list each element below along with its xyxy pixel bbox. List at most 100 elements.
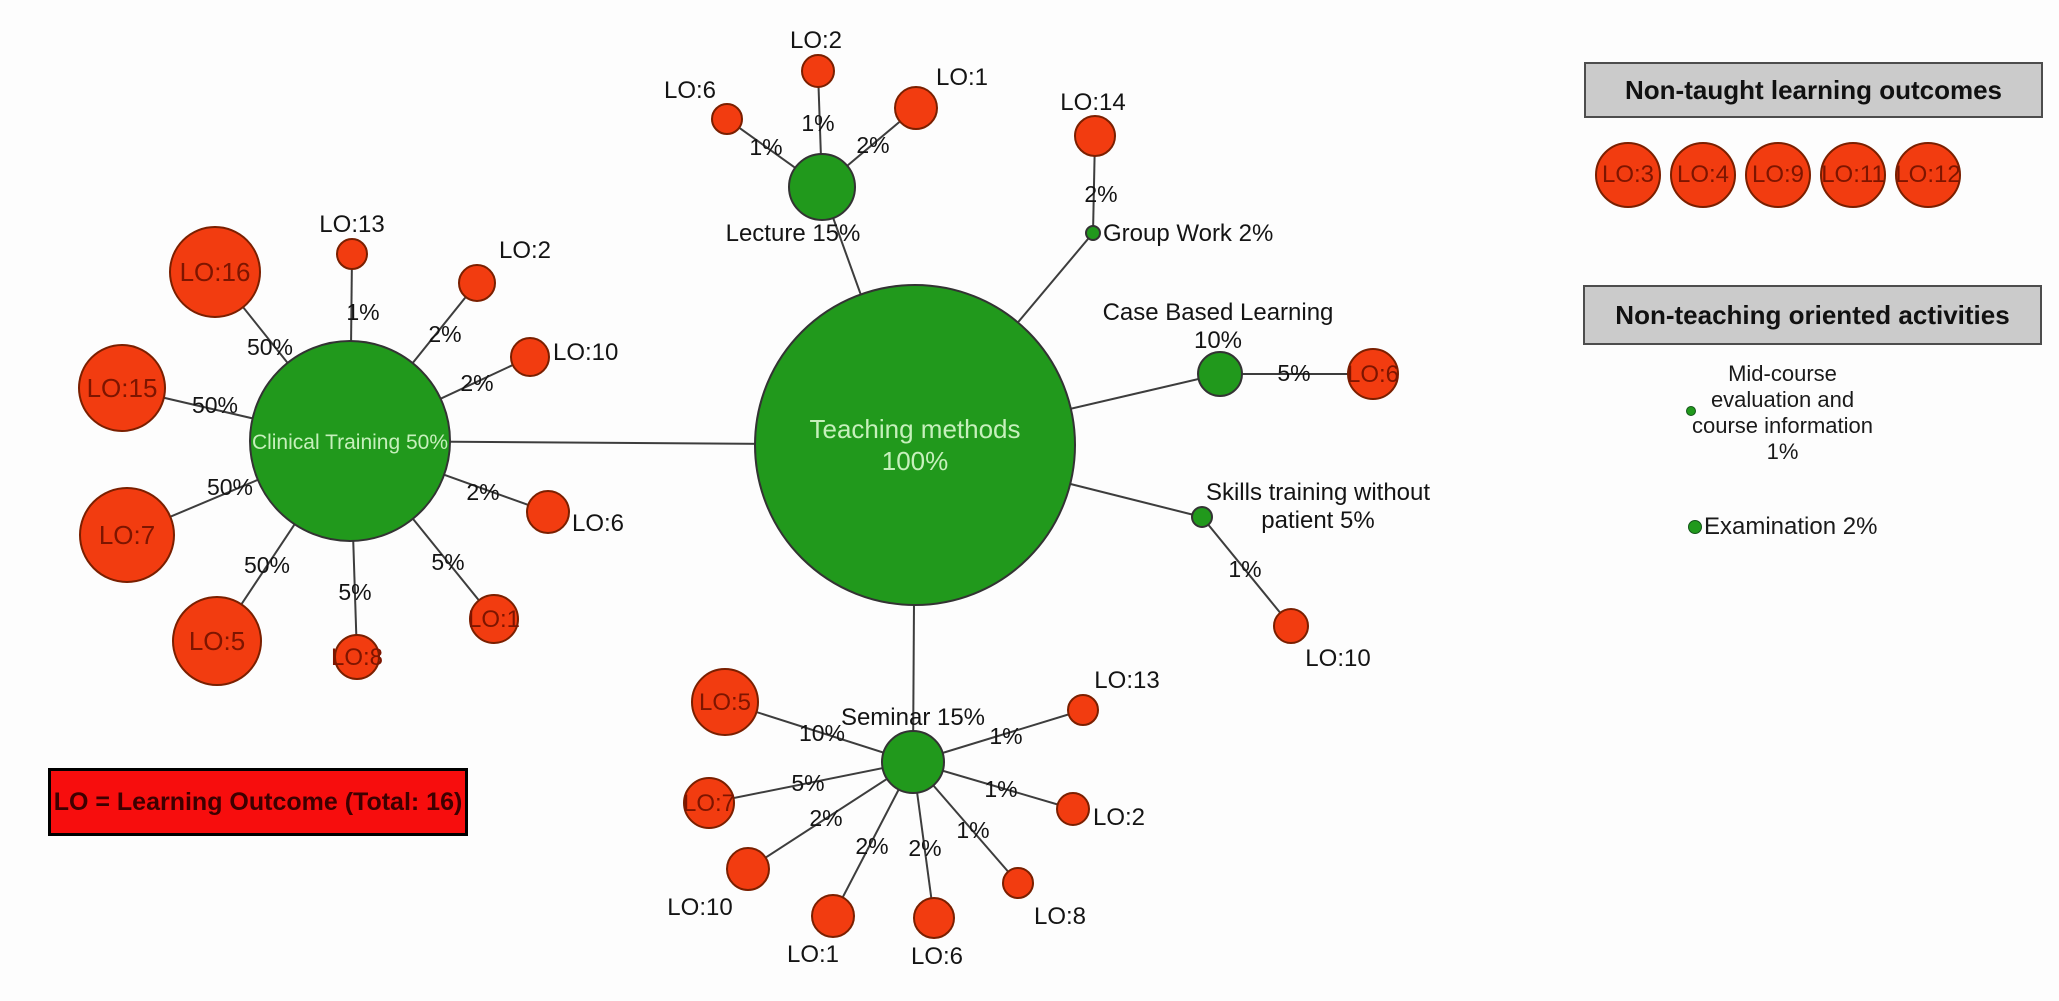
edge-pct-seminar-lo-1: 2% (855, 833, 888, 859)
node-label-skills-training-without-patient: Skills training without patient 5% (1206, 479, 1430, 534)
node-case-based-learning-lo-6 (1347, 348, 1399, 400)
lo-label-group-work-lo-14: LO:14 (1060, 89, 1125, 116)
node-clinical-training-lo-6 (526, 490, 570, 534)
edge-pct-lecture-lo-6: 1% (749, 134, 782, 160)
node-seminar-lo-1 (811, 894, 855, 938)
non-taught-outcomes-list: LO:3 LO:4 LO:9 LO:11 LO:12 (1595, 142, 1961, 208)
midcourse-line-4: 1% (1766, 439, 1799, 464)
non-taught-lo-chip: LO:3 (1595, 142, 1661, 208)
root-label-line: 100% (882, 446, 949, 476)
lo-label-lecture-lo-1: LO:1 (936, 64, 988, 91)
edge-pct-clinical-training-lo-8: 5% (338, 579, 371, 605)
edge-pct-lecture-lo-1: 2% (856, 132, 889, 158)
method-label-line: Clinical Training 50% (252, 431, 448, 454)
node-clinical-training (249, 340, 451, 542)
lo-label-seminar-lo-8: LO:8 (1034, 903, 1086, 930)
lo-label-seminar-lo-10: LO:10 (667, 894, 732, 921)
lo-label-skills-training-without-patient-lo-10: LO:10 (1305, 645, 1370, 672)
edge-pct-clinical-training-lo-16: 50% (247, 334, 293, 360)
edge-pct-seminar-lo-8: 1% (956, 817, 989, 843)
method-label-line: Skills training without (1206, 479, 1430, 506)
method-label-line: patient 5% (1261, 507, 1374, 534)
midcourse-line-3: course information (1692, 413, 1873, 438)
node-label-clinical-training: Clinical Training 50% (252, 431, 448, 454)
node-seminar-lo-6 (913, 897, 955, 939)
method-label-line: Lecture 15% (726, 220, 861, 247)
method-label-line: Seminar 15% (841, 704, 985, 731)
edge-pct-clinical-training-lo-2: 2% (428, 321, 461, 347)
edge-pct-clinical-training-lo-6: 2% (466, 479, 499, 505)
edge-pct-seminar-lo-5: 10% (799, 720, 845, 746)
non-taught-outcomes-title: Non-taught learning outcomes (1625, 74, 2002, 105)
node-seminar-lo-5 (691, 668, 759, 736)
root-label-line: Teaching methods (809, 414, 1020, 444)
examination-label: Examination 2% (1704, 513, 1878, 540)
node-lecture-lo-1 (894, 86, 938, 130)
lo-label-seminar-lo-2: LO:2 (1093, 804, 1145, 831)
node-seminar-lo-7 (683, 777, 735, 829)
node-group-work-lo-14 (1074, 115, 1116, 157)
node-lecture (788, 153, 856, 221)
node-clinical-training-lo-8 (334, 634, 380, 680)
node-label-group-work: Group Work 2% (1103, 220, 1273, 247)
non-taught-lo-chip: LO:11 (1820, 142, 1886, 208)
non-taught-outcomes-header: Non-taught learning outcomes (1584, 62, 2043, 118)
node-clinical-training-lo-13 (336, 238, 368, 270)
examination-dot-icon (1688, 520, 1702, 534)
edge-pct-skills-training-without-patient-lo-10: 1% (1228, 556, 1261, 582)
node-lecture-lo-6 (711, 103, 743, 135)
node-clinical-training-lo-2 (458, 264, 496, 302)
midcourse-line-1: Mid-course (1728, 361, 1837, 386)
midcourse-evaluation-label: Mid-course evaluation and course informa… (1660, 361, 1905, 465)
lo-label-clinical-training-lo-1: LO:1 (468, 606, 520, 633)
node-seminar-lo-13 (1067, 694, 1099, 726)
lo-label-clinical-training-lo-13: LO:13 (319, 211, 384, 238)
node-skills-training-without-patient (1191, 506, 1213, 528)
node-label-case-based-learning: Case Based Learning 10% (1103, 299, 1334, 354)
non-taught-lo-chip: LO:4 (1670, 142, 1736, 208)
non-teaching-activities-title: Non-teaching oriented activities (1615, 299, 2010, 330)
midcourse-evaluation-dot-icon (1686, 406, 1696, 416)
edge-pct-clinical-training-lo-7: 50% (207, 474, 253, 500)
edge-pct-clinical-training-lo-15: 50% (192, 392, 238, 418)
edge-seminar-lo-7 (708, 761, 914, 804)
edge-pct-clinical-training-lo-5: 50% (244, 552, 290, 578)
node-group-work (1085, 225, 1101, 241)
edge-pct-seminar-lo-6: 2% (908, 835, 941, 861)
node-skills-training-without-patient-lo-10 (1273, 608, 1309, 644)
lo-label-seminar-lo-13: LO:13 (1094, 667, 1159, 694)
node-seminar-lo-2 (1056, 792, 1090, 826)
edge-pct-seminar-lo-2: 1% (984, 776, 1017, 802)
edge-pct-lecture-lo-2: 1% (801, 110, 834, 136)
node-clinical-training-lo-5 (172, 596, 262, 686)
method-label-line: Case Based Learning (1103, 299, 1334, 326)
non-taught-lo-chip: LO:9 (1745, 142, 1811, 208)
lo-label-case-based-learning-lo-6: LO:6 (1347, 361, 1399, 388)
lo-label-seminar-lo-6: LO:6 (911, 943, 963, 970)
edge-seminar-lo-10 (747, 761, 914, 870)
node-lecture-lo-2 (801, 54, 835, 88)
lo-label-clinical-training-lo-7: LO:7 (99, 520, 155, 550)
non-teaching-activities-header: Non-teaching oriented activities (1583, 285, 2042, 345)
node-clinical-training-lo-1 (469, 594, 519, 644)
node-seminar-lo-10 (726, 847, 770, 891)
lo-label-clinical-training-lo-10: LO:10 (553, 339, 618, 366)
node-label-seminar: Seminar 15% (841, 704, 985, 731)
node-seminar-lo-8 (1002, 867, 1034, 899)
node-clinical-training-lo-7 (79, 487, 175, 583)
lo-legend-text: LO = Learning Outcome (Total: 16) (53, 787, 463, 816)
lo-label-seminar-lo-7: LO:7 (683, 790, 735, 817)
non-taught-lo-chip: LO:12 (1895, 142, 1961, 208)
lo-label-seminar-lo-1: LO:1 (787, 941, 839, 968)
edge-pct-seminar-lo-10: 2% (809, 805, 842, 831)
lo-label-clinical-training-lo-16: LO:16 (180, 257, 251, 287)
lo-label-clinical-training-lo-5: LO:5 (189, 626, 245, 656)
edge-pct-group-work-lo-14: 2% (1084, 181, 1117, 207)
node-clinical-training-lo-16 (169, 226, 261, 318)
midcourse-line-2: evaluation and (1710, 387, 1855, 412)
edge-skills-training-without-patient-lo-10 (1201, 516, 1292, 627)
node-clinical-training-lo-10 (510, 337, 550, 377)
lo-label-clinical-training-lo-8: LO:8 (331, 644, 383, 671)
